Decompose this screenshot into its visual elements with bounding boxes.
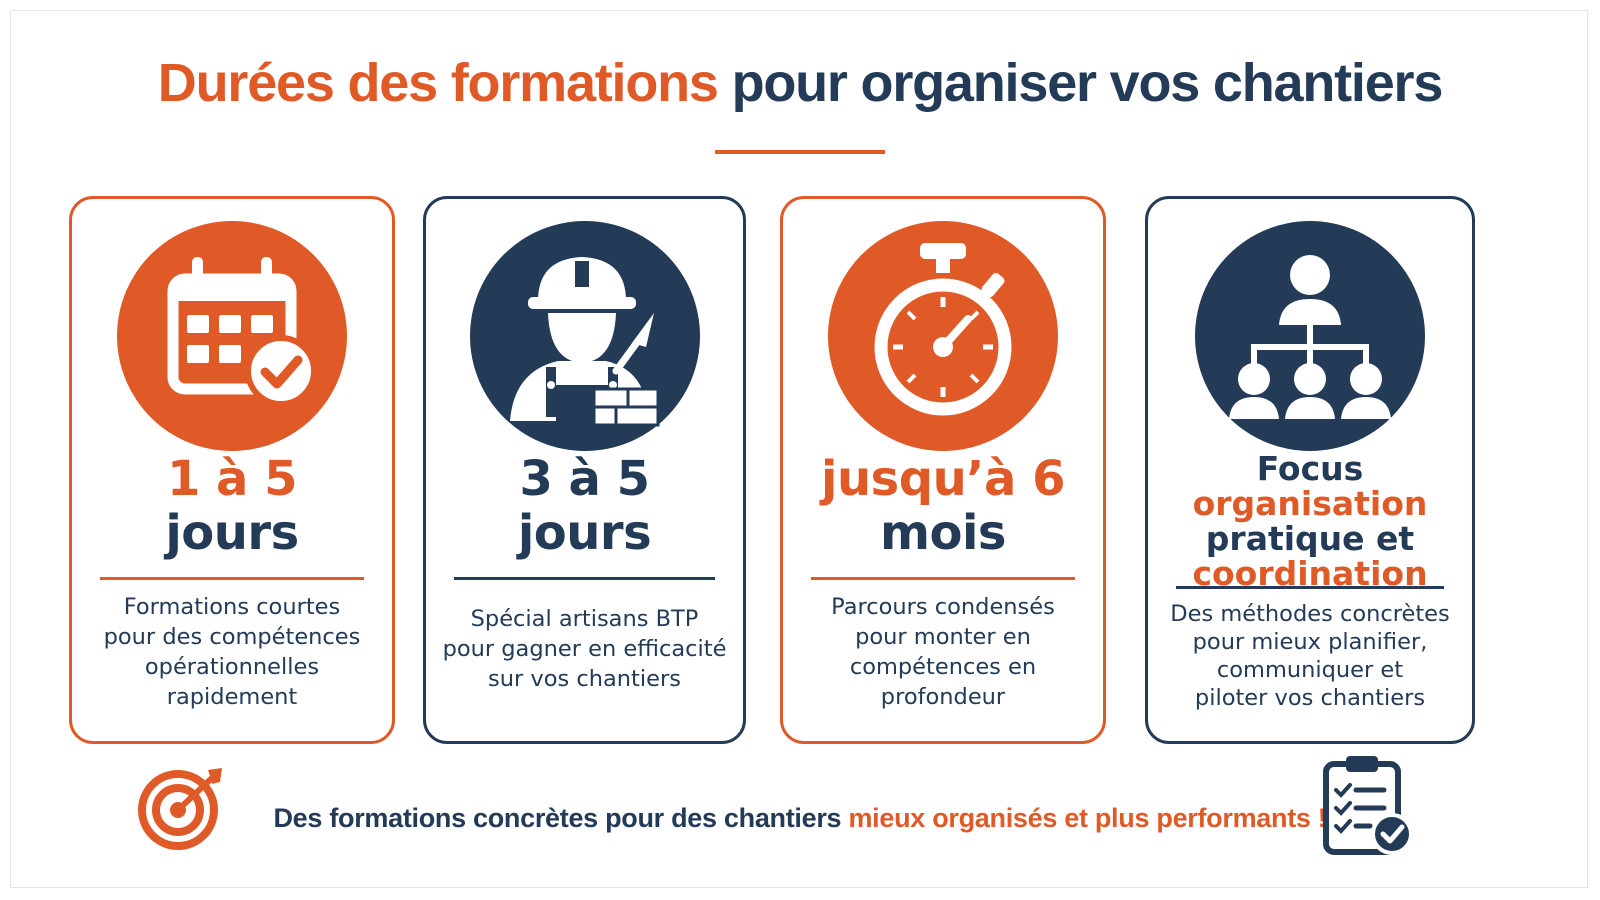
card-description: Spécial artisans BTP pour gagner en effi… [442, 606, 727, 692]
card-divider [811, 577, 1075, 580]
footer-tagline: Des formations concrètes pour des chanti… [273, 803, 1327, 833]
title-highlight: Durées des formations [157, 53, 719, 113]
card-artisans: 3 à 5 jours Spécial artisans BTP pour ga… [423, 196, 746, 744]
duration-value: 1 à 5 [166, 451, 298, 507]
target-arrow-icon [138, 766, 228, 856]
org-chart-icon [1195, 221, 1425, 451]
card-divider [1176, 586, 1444, 589]
duration-unit: jours [517, 505, 652, 561]
card-description: Formations courtes pour des compétences … [103, 594, 361, 710]
duration-unit: mois [879, 505, 1007, 561]
card-condensed-courses: jusqu’à 6 mois Parcours condensés pour m… [780, 196, 1106, 744]
card-focus-organisation: Focus organisation pratique et coordinat… [1145, 196, 1475, 744]
duration-unit: jours [165, 505, 299, 561]
title-rest: pour organiser vos chantiers [731, 53, 1444, 113]
duration-value: jusqu’à 6 [821, 451, 1065, 507]
clipboard-checklist-icon [1320, 752, 1416, 862]
card-divider [454, 577, 715, 580]
calendar-check-icon [117, 221, 347, 451]
construction-worker-icon [469, 221, 700, 451]
duration-value: 3 à 5 [519, 451, 650, 507]
focus-heading: Focus organisation pratique et coordinat… [1192, 449, 1428, 593]
page-title: Durées des formations pour organiser vos… [0, 52, 1600, 114]
card-divider [100, 577, 364, 580]
stopwatch-icon [828, 221, 1058, 451]
card-short-courses: 1 à 5 jours Formations courtes pour des … [69, 196, 395, 744]
card-description: Des méthodes concrètes pour mieux planif… [1170, 601, 1450, 711]
card-description: Parcours condensés pour monter en compét… [831, 594, 1055, 710]
title-underline [715, 150, 885, 154]
